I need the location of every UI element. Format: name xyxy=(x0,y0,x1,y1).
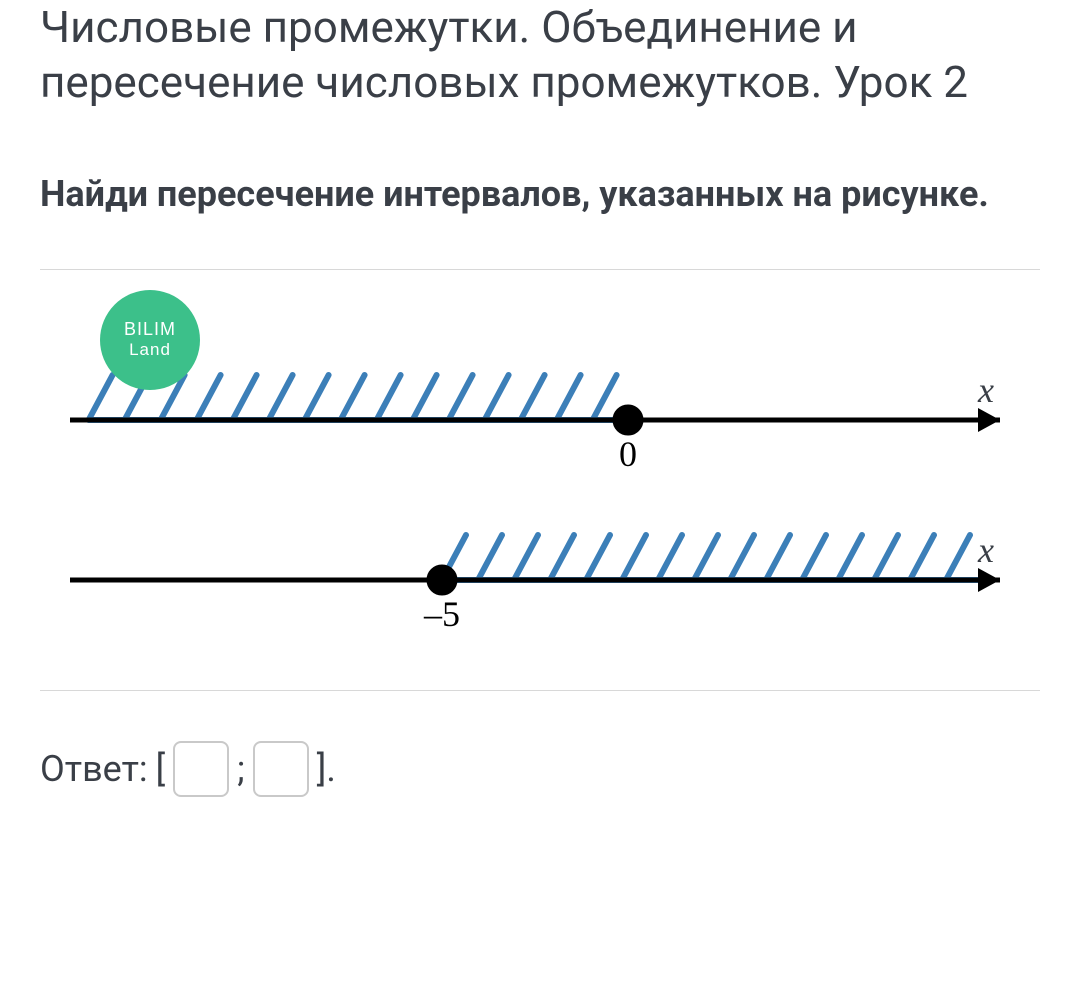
badge-line1: BILIM xyxy=(124,319,176,340)
bracket-close: ]. xyxy=(317,748,336,790)
badge-line2: Land xyxy=(129,340,171,360)
answer-input-2[interactable] xyxy=(253,741,309,797)
svg-text:x: x xyxy=(977,370,994,410)
page-title: Числовые промежутки. Объединение и перес… xyxy=(40,0,1040,110)
svg-text:–5: –5 xyxy=(423,594,460,634)
svg-text:x: x xyxy=(977,530,994,570)
question-prompt: Найди пересечение интервалов, указанных … xyxy=(40,170,1040,219)
answer-label: Ответ: xyxy=(40,748,148,790)
svg-text:0: 0 xyxy=(619,434,637,474)
bracket-open: [ xyxy=(156,748,166,790)
answer-row: Ответ: [ ; ]. xyxy=(40,721,1040,797)
answer-sep: ; xyxy=(237,748,245,790)
answer-input-1[interactable] xyxy=(173,741,229,797)
bilim-land-badge: BILIM Land xyxy=(100,290,200,390)
figure-container: BILIM Land x 0 x –5 xyxy=(40,269,1040,691)
